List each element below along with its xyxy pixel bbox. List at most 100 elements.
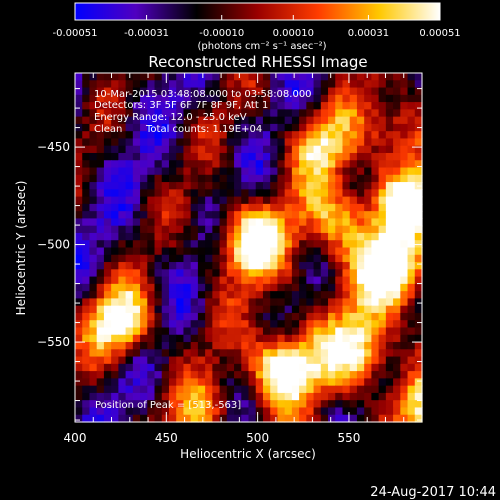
heatmap-cell (284, 240, 293, 249)
heatmap-cell (103, 320, 112, 329)
heatmap-cell (356, 73, 365, 81)
heatmap-cell (349, 305, 358, 314)
heatmap-cell (270, 320, 279, 329)
heatmap-cell (226, 225, 235, 234)
heatmap-cell (118, 138, 127, 147)
heatmap-cell (125, 247, 134, 256)
heatmap-cell (140, 247, 148, 256)
heatmap-cell (103, 407, 112, 416)
heatmap-cell (82, 189, 91, 198)
heatmap-cell (241, 73, 250, 81)
heatmap-cell (75, 400, 83, 409)
heatmap-cell (335, 131, 344, 140)
heatmap-cell (118, 392, 127, 401)
heatmap-cell (82, 305, 91, 314)
heatmap-cell (407, 407, 416, 416)
heatmap-cell (313, 94, 322, 103)
heatmap-cell (132, 87, 141, 96)
y-tick-label: −450 (37, 140, 70, 154)
heatmap-cell (176, 356, 185, 365)
heatmap-cell (277, 80, 286, 89)
heatmap-cell (364, 363, 372, 372)
heatmap-cell (356, 305, 365, 314)
heatmap-cell (132, 160, 141, 169)
heatmap-cell (111, 342, 119, 350)
heatmap-cell (96, 196, 105, 205)
heatmap-cell (364, 145, 372, 154)
heatmap-cell (349, 196, 358, 205)
heatmap-cell (205, 371, 213, 379)
heatmap-cell (349, 138, 358, 147)
heatmap-cell (212, 182, 221, 190)
heatmap-cell (96, 327, 105, 336)
heatmap-cell (154, 73, 163, 81)
heatmap-cell (161, 152, 170, 161)
heatmap-cell (212, 73, 221, 81)
heatmap-cell (234, 414, 242, 423)
heatmap-cell (205, 392, 213, 401)
heatmap-cell (349, 240, 358, 249)
heatmap-cell (262, 73, 271, 81)
heatmap-cell (262, 174, 271, 183)
heatmap-cell (320, 196, 329, 205)
heatmap-cell (335, 225, 344, 234)
heatmap-cell (132, 363, 141, 372)
heatmap-cell (154, 145, 163, 154)
heatmap-cell (212, 414, 221, 423)
heatmap-cell (219, 145, 228, 154)
heatmap-cell (212, 407, 221, 416)
heatmap-cell (197, 87, 206, 96)
heatmap-cell (118, 407, 127, 416)
heatmap-cell (342, 131, 351, 140)
heatmap-cell (103, 414, 112, 423)
heatmap-cell (118, 232, 127, 241)
heatmap-cell (125, 131, 134, 140)
heatmap-cell (183, 378, 192, 387)
heatmap-cell (364, 240, 372, 249)
heatmap-cell (82, 218, 91, 227)
heatmap-cell (248, 152, 257, 161)
heatmap-cell (118, 123, 127, 132)
heatmap-cell (219, 305, 228, 314)
heatmap-cell (371, 80, 380, 89)
heatmap-cell (248, 203, 257, 212)
heatmap-cell (248, 356, 257, 365)
heatmap-cell (154, 189, 163, 198)
heatmap-cell (270, 349, 279, 358)
heatmap-cell (140, 182, 148, 190)
heatmap-cell (277, 414, 286, 423)
heatmap-cell (154, 378, 163, 387)
heatmap-cell (320, 109, 329, 118)
heatmap-cell (96, 247, 105, 256)
heatmap-cell (140, 407, 148, 416)
heatmap-cell (364, 414, 372, 423)
heatmap-cell (75, 414, 83, 423)
heatmap-cell (356, 283, 365, 292)
heatmap-cell (212, 138, 221, 147)
heatmap-cell (111, 225, 119, 234)
heatmap-cell (219, 407, 228, 416)
heatmap-cell (320, 102, 329, 110)
heatmap-cell (378, 160, 387, 169)
heatmap-cell (364, 87, 372, 96)
heatmap-cell (277, 342, 286, 350)
heatmap-cell (154, 225, 163, 234)
heatmap-cell (393, 109, 401, 118)
heatmap-cell (103, 211, 112, 220)
heatmap-cell (299, 334, 307, 343)
heatmap-cell (82, 414, 91, 423)
heatmap-cell (342, 80, 351, 89)
heatmap-cell (393, 312, 401, 321)
heatmap-cell (335, 218, 344, 227)
heatmap-cell (125, 102, 134, 110)
heatmap-cell (291, 400, 300, 409)
heatmap-cell (255, 218, 264, 227)
x-tick-label: 400 (64, 431, 87, 445)
heatmap-cell (234, 152, 242, 161)
heatmap-cell (414, 312, 423, 321)
heatmap-cell (82, 152, 91, 161)
heatmap-cell (212, 254, 221, 263)
heatmap-cell (313, 407, 322, 416)
heatmap-cell (306, 254, 315, 263)
